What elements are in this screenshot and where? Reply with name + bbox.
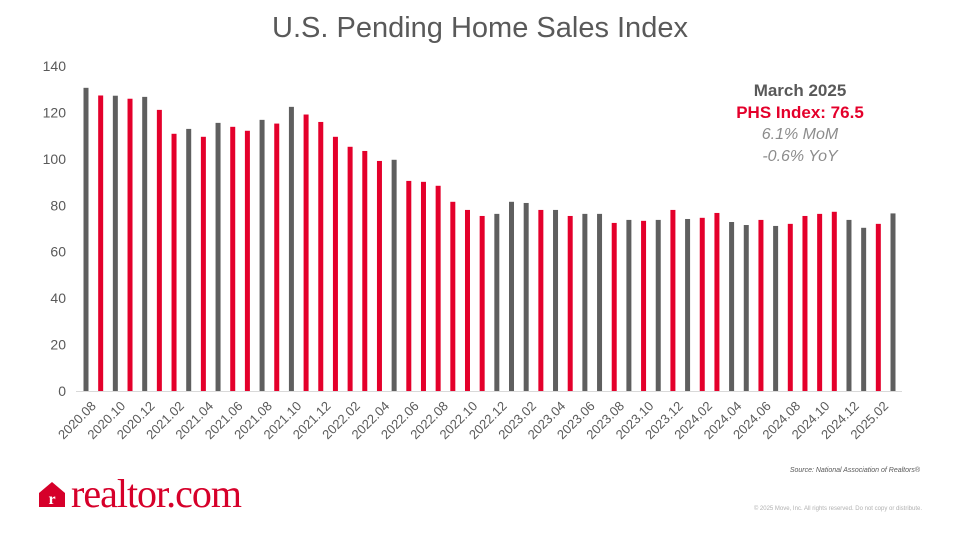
- bar-2021.02: [171, 133, 177, 392]
- bar-2024.07: [773, 225, 779, 391]
- bar-2023.09: [626, 219, 632, 391]
- callout-index: PHS Index: 76.5: [736, 103, 864, 122]
- bar-2021.09: [274, 123, 280, 392]
- bar-2023.06: [582, 213, 588, 391]
- bar-2025.02: [875, 223, 881, 391]
- bar-2021.03: [186, 128, 192, 392]
- bar-2022.07: [420, 181, 426, 391]
- bar-2020.10: [112, 95, 118, 391]
- bar-2022.06: [406, 180, 412, 391]
- bar-2021.11: [303, 114, 309, 392]
- bar-2021.08: [259, 119, 265, 391]
- bar-2022.05: [391, 159, 397, 391]
- y-tick-label: 80: [50, 197, 66, 213]
- y-tick-label: 100: [43, 151, 67, 167]
- y-tick-label: 140: [43, 58, 67, 74]
- bar-2023.04: [553, 209, 559, 391]
- callout-yoy: -0.6% YoY: [762, 148, 838, 165]
- bar-2023.08: [611, 222, 617, 391]
- house-icon: r: [39, 482, 65, 508]
- bar-2023.10: [641, 220, 647, 391]
- bar-2022.02: [347, 146, 353, 391]
- callout-month: March 2025: [753, 81, 847, 100]
- bar-2020.11: [127, 98, 133, 391]
- bar-2023.07: [597, 213, 603, 391]
- bar-2022.04: [376, 160, 382, 391]
- bar-2021.05: [215, 122, 221, 391]
- callout-mom: 6.1% MoM: [761, 126, 839, 143]
- svg-text:r: r: [48, 491, 55, 508]
- bar-chart: 0 20 40 60 80 100 120 140 2020.082020.102020.12…: [43, 58, 902, 442]
- bar-2020.12: [142, 96, 148, 391]
- chart-title: U.S. Pending Home Sales Index: [272, 12, 688, 44]
- bar-2020.09: [98, 95, 104, 391]
- bar-2022.01: [332, 136, 338, 391]
- bar-2024.03: [714, 212, 720, 391]
- bar-2023.11: [655, 219, 661, 391]
- bar-2023.03: [538, 209, 544, 391]
- realtor-logo: r realtor.com: [37, 471, 242, 516]
- bar-2022.12: [494, 213, 500, 391]
- bar-2022.11: [479, 215, 485, 391]
- latest-callout: March 2025 PHS Index: 76.5 6.1% MoM -0.6…: [700, 80, 900, 168]
- bar-2023.02: [523, 202, 529, 391]
- bar-2024.06: [758, 219, 764, 391]
- bar-2022.09: [450, 201, 456, 391]
- y-tick-label: 0: [58, 383, 66, 399]
- logo-wordmark: realtor.com: [71, 471, 242, 516]
- bar-2024.11: [831, 211, 837, 391]
- y-tick-label: 120: [43, 104, 67, 120]
- bar-2024.12: [846, 219, 852, 391]
- x-axis: 2020.082020.102020.122021.022021.042021.…: [55, 391, 902, 442]
- bar-2023.05: [567, 215, 573, 391]
- source-note: Source: National Association of Realtors…: [789, 467, 920, 474]
- bar-2024.10: [817, 213, 823, 391]
- copyright-note: © 2025 Move, Inc. All rights reserved. D…: [753, 506, 922, 512]
- y-tick-label: 20: [50, 337, 66, 353]
- bar-2022.08: [435, 185, 441, 391]
- bar-2022.03: [362, 150, 368, 391]
- bar-2021.10: [288, 106, 294, 391]
- bar-2021.07: [244, 130, 250, 391]
- bar-2024.02: [699, 217, 705, 391]
- bar-2024.04: [729, 222, 735, 391]
- bar-2025.01: [861, 227, 867, 391]
- y-axis: 0 20 40 60 80 100 120 140: [43, 58, 67, 399]
- bar-2025.03: [890, 213, 896, 391]
- bar-2023.12: [670, 209, 676, 391]
- bar-2024.05: [743, 225, 749, 391]
- bars: [83, 87, 896, 392]
- bar-2024.09: [802, 215, 808, 391]
- bar-2020.08: [83, 87, 89, 392]
- bar-2022.10: [464, 209, 470, 391]
- bar-2021.04: [200, 136, 206, 391]
- y-tick-label: 40: [50, 290, 66, 306]
- bar-2021.06: [230, 126, 236, 392]
- bar-2023.01: [509, 201, 515, 391]
- bar-2021.01: [156, 109, 162, 391]
- bar-2024.08: [787, 223, 793, 391]
- bar-2021.12: [318, 121, 324, 392]
- bar-2024.01: [685, 218, 691, 391]
- y-tick-label: 60: [50, 244, 66, 260]
